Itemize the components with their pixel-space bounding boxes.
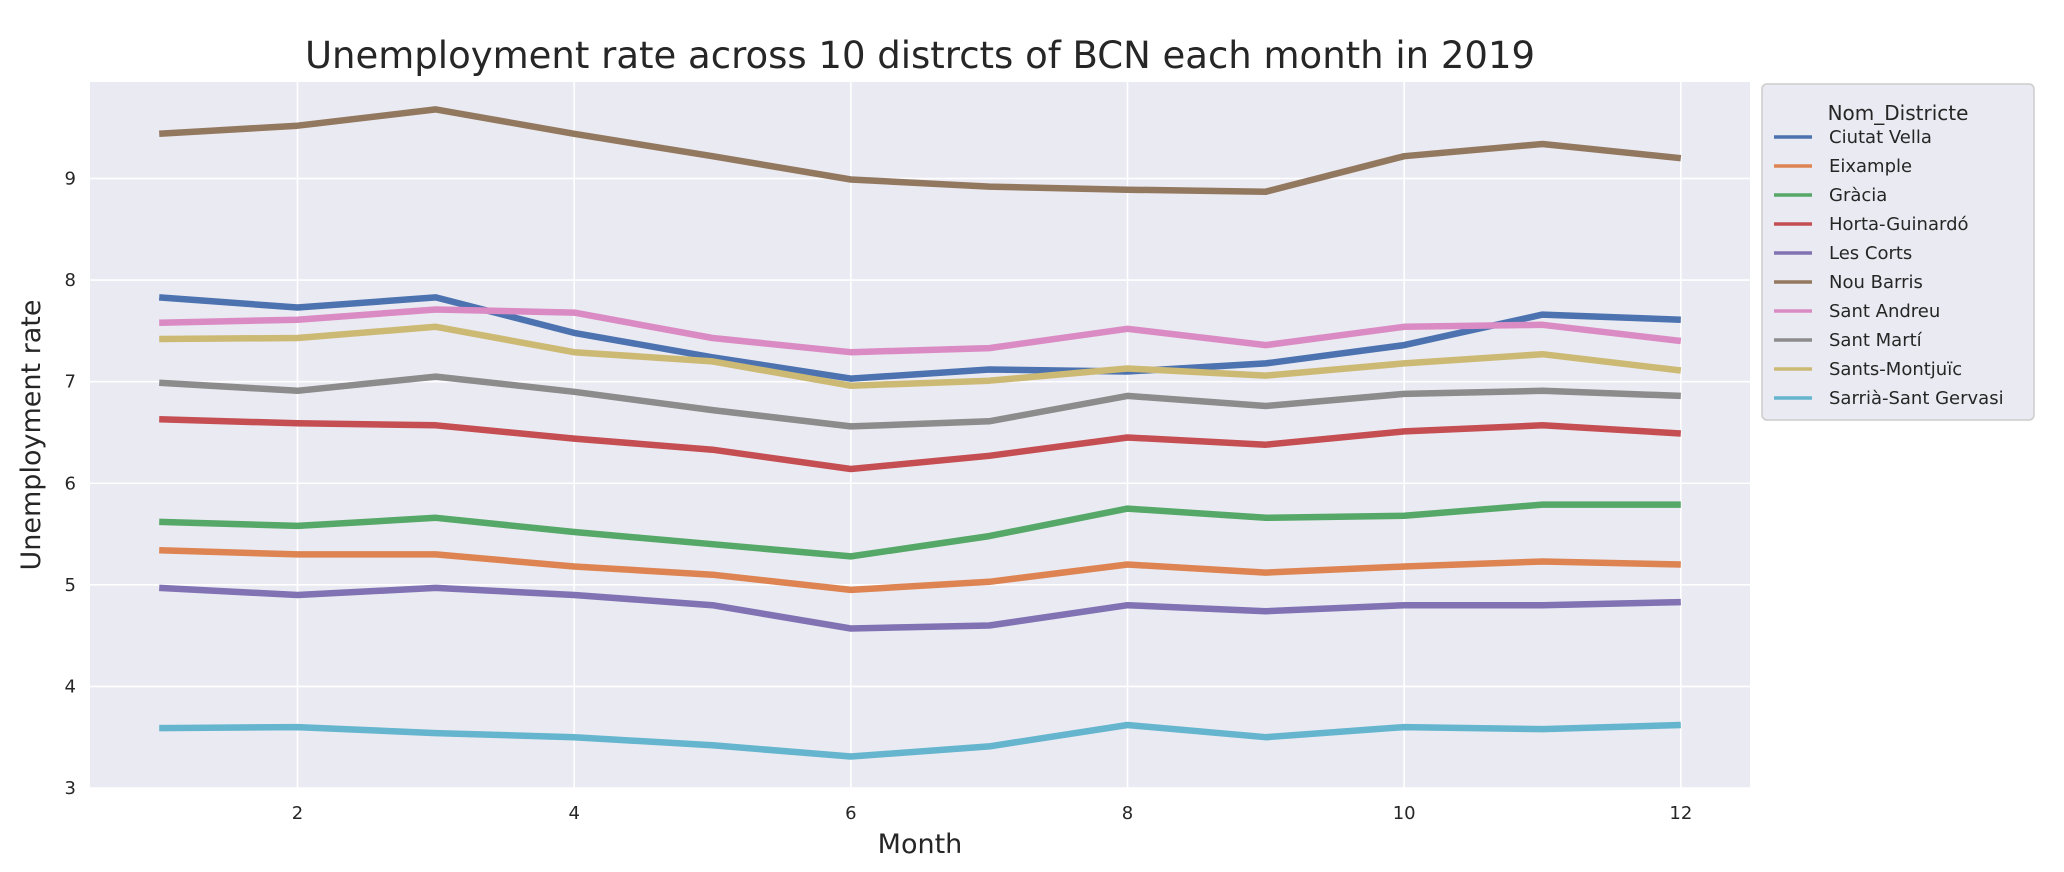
legend-label-sant-andreu: Sant Andreu: [1829, 301, 1940, 322]
series-line-sarria-sant-gervasi: [159, 721, 1681, 760]
legend-frame: [1761, 83, 2035, 421]
y-tick-label: 5: [65, 575, 76, 596]
x-tick-label: 2: [292, 803, 303, 824]
y-tick-label: 9: [65, 169, 76, 190]
series-line-ciutat-vella: [158, 294, 1681, 382]
legend-label-gracia: Gràcia: [1829, 185, 1887, 206]
legend-label-sants-montjuic: Sants-Montjuïc: [1829, 359, 1962, 380]
series-line-horta-guinardo: [159, 416, 1681, 473]
series-lines: [158, 106, 1682, 760]
x-tick-label: 12: [1669, 803, 1692, 824]
y-tick-label: 4: [65, 676, 76, 697]
series-line-les-corts: [159, 584, 1681, 632]
legend-label-les-corts: Les Corts: [1829, 243, 1912, 264]
legend-label-ciutat-vella: Ciutat Vella: [1829, 127, 1932, 148]
tick-labels: 3 4 5 6 7 8 9 2 4 6 8 10 12: [65, 169, 1693, 824]
chart-title: Unemployment rate across 10 distrcts of …: [305, 34, 1535, 77]
series-line-eixample: [159, 547, 1681, 594]
legend-label-horta-guinardo: Horta-Guinardó: [1829, 214, 1969, 235]
series-line-sant-andreu: [159, 306, 1682, 356]
y-tick-label: 6: [65, 473, 76, 494]
plot-area: [90, 82, 1750, 788]
legend-title: Nom_Districte: [1828, 101, 1969, 125]
series-line-gracia: [159, 501, 1681, 560]
x-tick-label: 8: [1122, 803, 1133, 824]
legend-entries: Ciutat Vella Eixample Gràcia Horta-Guinardó…: [1774, 127, 2004, 409]
legend: Nom_Districte Ciutat Vella Eixample Gràcia…: [1761, 83, 2035, 421]
x-tick-label: 4: [568, 803, 579, 824]
y-tick-label: 8: [65, 270, 76, 291]
series-line-nou-barris: [159, 106, 1682, 195]
series-line-sant-marti: [159, 373, 1681, 430]
y-tick-label: 3: [65, 778, 76, 799]
series-line-sants-montjuic: [159, 323, 1682, 389]
x-axis-label: Month: [878, 829, 963, 860]
x-tick-label: 6: [845, 803, 856, 824]
legend-label-eixample: Eixample: [1829, 156, 1912, 177]
y-tick-label: 7: [65, 372, 76, 393]
legend-label-sarria-sant-gervasi: Sarrià-Sant Gervasi: [1829, 388, 2004, 409]
x-tick-label: 10: [1393, 803, 1416, 824]
legend-label-nou-barris: Nou Barris: [1829, 272, 1923, 293]
legend-label-sant-marti: Sant Martí: [1829, 330, 1923, 351]
y-axis-label: Unemployment rate: [16, 300, 47, 571]
